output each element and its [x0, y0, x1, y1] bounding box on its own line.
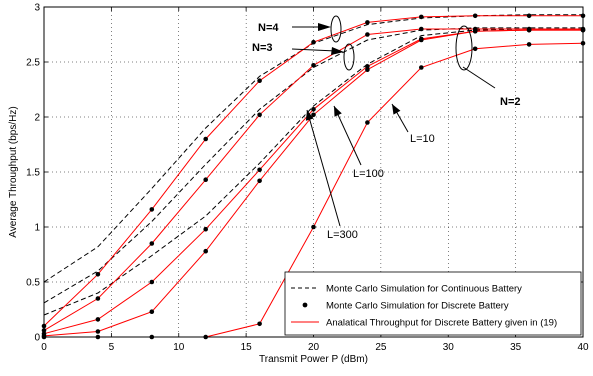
- discrete-series-2-point: [311, 63, 316, 68]
- y-axis-label: Average Throughput (bps/Hz): [8, 106, 19, 237]
- discrete-series-1-point: [257, 78, 262, 83]
- discrete-series-4-point: [365, 67, 370, 72]
- x-tick-label: 30: [443, 342, 455, 353]
- discrete-series-1-point: [473, 14, 478, 19]
- discrete-series-1-point: [203, 137, 208, 142]
- x-tick-label: 35: [510, 342, 522, 353]
- discrete-series-2-point: [257, 113, 262, 118]
- annotation-n3: N=3: [252, 42, 273, 54]
- discrete-series-2-point: [96, 296, 101, 301]
- y-tick-label: 1.5: [26, 168, 40, 179]
- x-tick-label: 40: [577, 342, 589, 353]
- discrete-series-1-point: [96, 272, 101, 277]
- discrete-series-3-point: [203, 227, 208, 232]
- discrete-series-4-point: [527, 28, 532, 33]
- discrete-series-2-point: [419, 27, 424, 32]
- discrete-series-1-point: [527, 14, 532, 19]
- legend-label-analytical: Analatical Throughput for Discrete Batte…: [326, 318, 557, 329]
- discrete-series-5-point: [257, 322, 262, 327]
- discrete-series-4-point: [473, 29, 478, 34]
- legend: Monte Carlo Simulation for Continuous Ba…: [285, 272, 581, 335]
- discrete-series-5-point: [473, 47, 478, 52]
- discrete-series-2-point: [203, 177, 208, 182]
- x-tick-label: 25: [375, 342, 387, 353]
- discrete-series-1-point: [150, 207, 155, 212]
- y-tick-label: 2.5: [26, 58, 40, 69]
- discrete-series-5-point: [365, 120, 370, 125]
- x-axis-label: Transmit Power P (dBm): [259, 354, 368, 365]
- y-tick-label: 1: [34, 223, 40, 234]
- x-tick-label: 5: [109, 342, 115, 353]
- legend-label-discrete: Monte Carlo Simulation for Discrete Batt…: [326, 301, 509, 312]
- discrete-series-5-point: [311, 225, 316, 230]
- annotation-l10: L=10: [410, 133, 435, 145]
- discrete-series-2-point: [365, 32, 370, 37]
- discrete-series-2-point: [150, 241, 155, 246]
- discrete-series-3-point: [257, 168, 262, 173]
- annotation-n4: N=4: [258, 22, 279, 34]
- discrete-series-1-point: [365, 20, 370, 25]
- discrete-series-4-point: [419, 38, 424, 43]
- annotation-n2: N=2: [500, 96, 521, 108]
- discrete-series-4-point: [203, 249, 208, 254]
- discrete-series-1-point: [311, 40, 316, 45]
- discrete-series-1-point: [419, 15, 424, 20]
- discrete-series-4-point: [96, 329, 101, 334]
- legend-dot-marker-icon: [303, 303, 308, 308]
- y-tick-label: 3: [34, 3, 40, 14]
- y-tick-label: 2: [34, 113, 40, 124]
- discrete-series-5-point: [527, 42, 532, 47]
- x-tick-label: 10: [173, 342, 185, 353]
- y-tick-label: 0: [34, 333, 40, 344]
- legend-label-continuous: Monte Carlo Simulation for Continuous Ba…: [326, 284, 522, 295]
- discrete-series-4-point: [257, 179, 262, 184]
- discrete-series-4-point: [150, 309, 155, 314]
- annotation-l300: L=300: [327, 229, 358, 241]
- discrete-series-3-point: [96, 317, 101, 322]
- y-tick-label: 0.5: [26, 278, 40, 289]
- x-tick-label: 20: [308, 342, 320, 353]
- discrete-series-5-point: [419, 65, 424, 70]
- discrete-series-3-point: [311, 107, 316, 112]
- x-tick-label: 0: [41, 342, 47, 353]
- discrete-series-3-point: [150, 280, 155, 285]
- x-tick-label: 15: [241, 342, 253, 353]
- annotation-l100: L=100: [353, 168, 384, 180]
